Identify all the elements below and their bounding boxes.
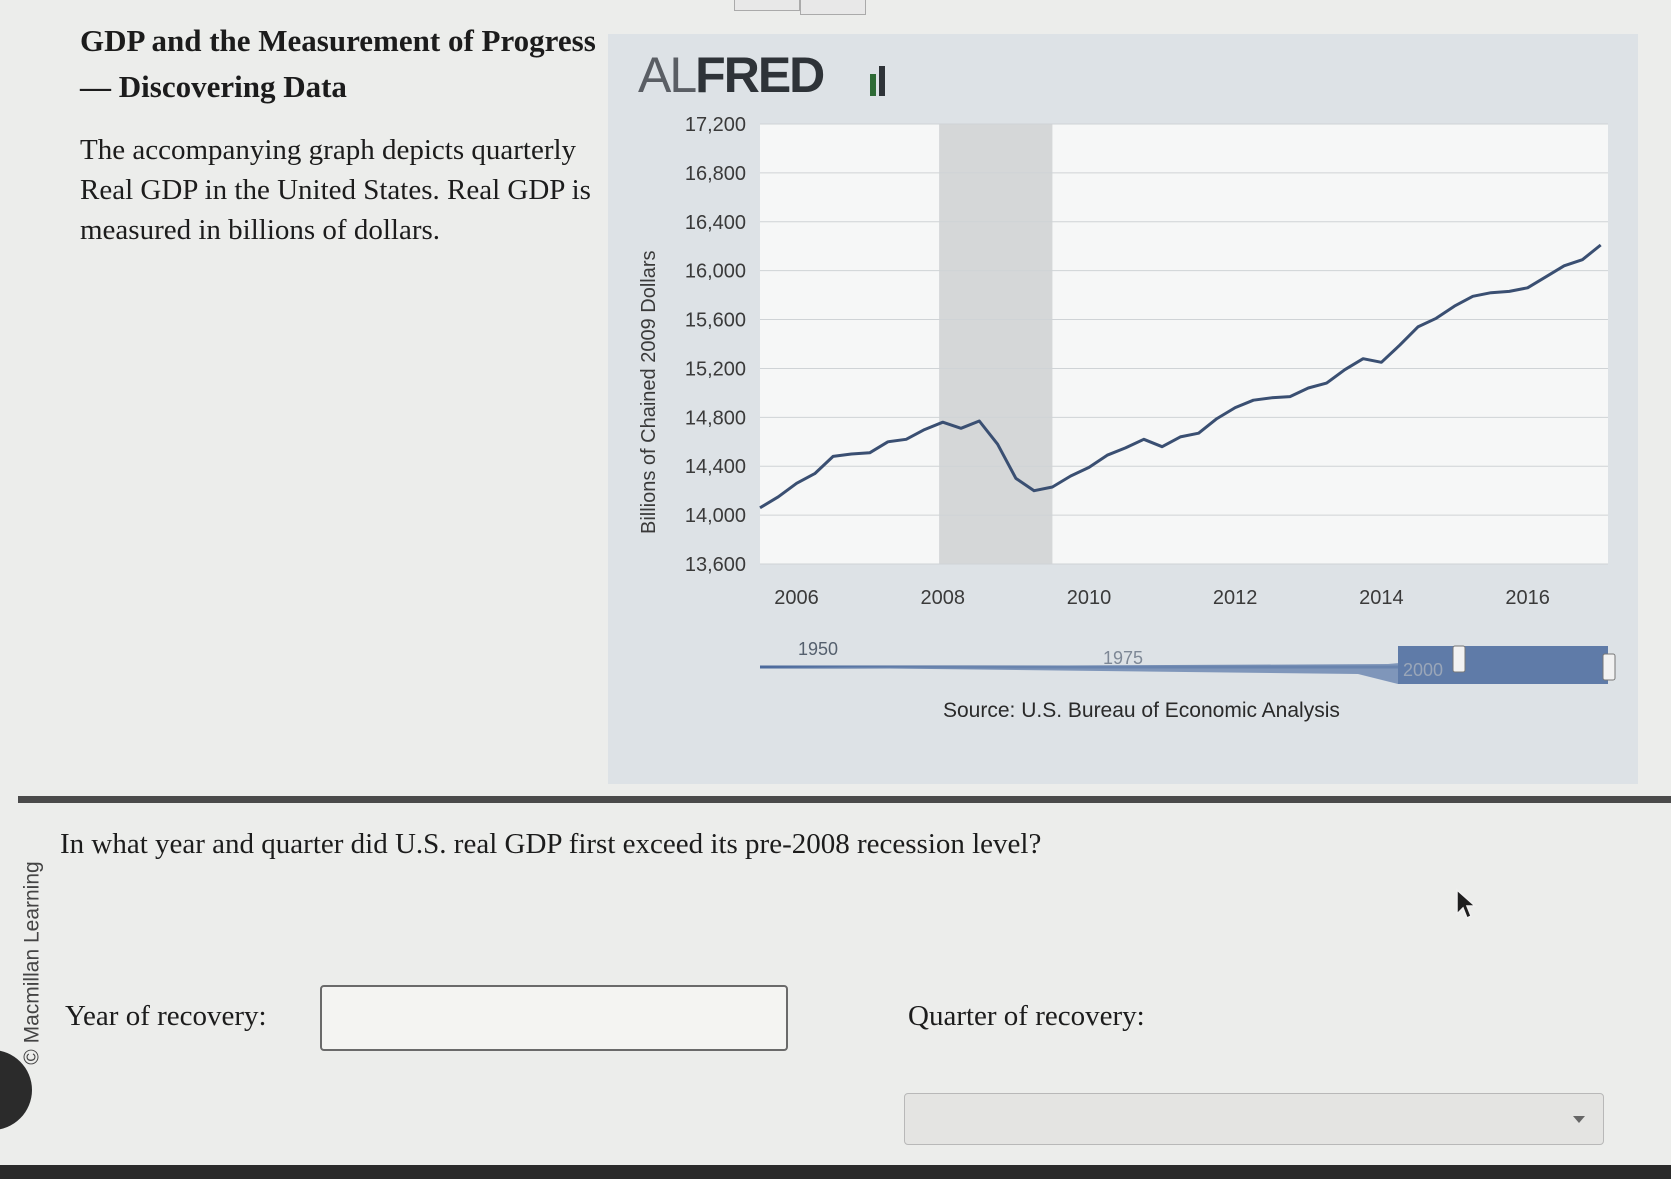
logo-bold: FRED xyxy=(695,47,824,103)
browser-tab[interactable] xyxy=(800,0,866,15)
year-of-recovery-label: Year of recovery: xyxy=(65,1000,267,1032)
y-tick-label: 15,600 xyxy=(685,310,746,332)
y-tick-label: 16,800 xyxy=(685,163,746,185)
logo-bars-icon xyxy=(870,66,885,96)
y-tick-label: 14,800 xyxy=(685,407,746,429)
gridlines xyxy=(760,123,1608,565)
date-range-slider[interactable]: 1950 1975 2000 xyxy=(760,639,1616,684)
x-tick-label: 2008 xyxy=(921,587,966,609)
y-axis-ticks: 17,200 16,800 16,400 16,000 15,600 15,200 14,8… xyxy=(685,114,746,576)
gdp-series-line xyxy=(759,243,1602,510)
y-tick-label: 14,000 xyxy=(685,505,746,527)
y-tick-label: 16,000 xyxy=(685,261,746,283)
x-tick-label: 2010 xyxy=(1067,587,1112,609)
quarter-of-recovery-select[interactable] xyxy=(904,1093,1604,1145)
x-tick-label: 2012 xyxy=(1213,587,1258,609)
slider-label-1950: 1950 xyxy=(798,639,838,659)
copyright-notice: © Macmillan Learning xyxy=(10,848,56,1078)
chart-source: Source: U.S. Bureau of Economic Analysis xyxy=(943,699,1340,722)
x-axis-ticks: 2006 2008 2010 2012 2014 2016 xyxy=(774,587,1550,609)
page-title: GDP and the Measurement of Progress — Di… xyxy=(80,23,596,104)
quarter-of-recovery-label: Quarter of recovery: xyxy=(908,1000,1145,1032)
slider-label-2000: 2000 xyxy=(1403,660,1443,680)
slider-label-1975: 1975 xyxy=(1103,648,1143,668)
x-tick-label: 2014 xyxy=(1359,587,1404,609)
browser-tab[interactable] xyxy=(734,0,800,11)
y-tick-label: 14,400 xyxy=(685,456,746,478)
alfred-chart-panel: ALFRED 17,200 16,800 16,400 16,000 15,600 15,… xyxy=(608,34,1638,784)
gdp-line-chart: ALFRED 17,200 16,800 16,400 16,000 15,600 15,… xyxy=(638,47,1616,722)
x-tick-label: 2006 xyxy=(774,587,819,609)
bottom-bezel xyxy=(0,1165,1671,1179)
y-axis-label: Billions of Chained 2009 Dollars xyxy=(638,251,660,535)
y-tick-label: 17,200 xyxy=(685,114,746,136)
y-tick-label: 13,600 xyxy=(685,554,746,576)
x-tick-label: 2016 xyxy=(1505,587,1550,609)
year-of-recovery-input[interactable] xyxy=(320,985,788,1051)
y-tick-label: 15,200 xyxy=(685,358,746,380)
chevron-down-icon xyxy=(1573,1116,1585,1123)
recession-shading xyxy=(939,124,1053,564)
alfred-logo: ALFRED xyxy=(638,47,824,103)
question-prompt: In what year and quarter did U.S. real G… xyxy=(60,828,1042,860)
problem-description: The accompanying graph depicts quarterly… xyxy=(80,134,591,246)
mouse-pointer-icon xyxy=(1456,888,1477,920)
copyright-text: © Macmillan Learning xyxy=(21,861,44,1065)
slider-left-handle[interactable] xyxy=(1452,645,1466,673)
section-divider xyxy=(18,796,1671,803)
logo-light: AL xyxy=(638,47,696,103)
plot-area xyxy=(760,124,1608,564)
y-tick-label: 16,400 xyxy=(685,212,746,234)
slider-right-handle[interactable] xyxy=(1602,653,1616,681)
